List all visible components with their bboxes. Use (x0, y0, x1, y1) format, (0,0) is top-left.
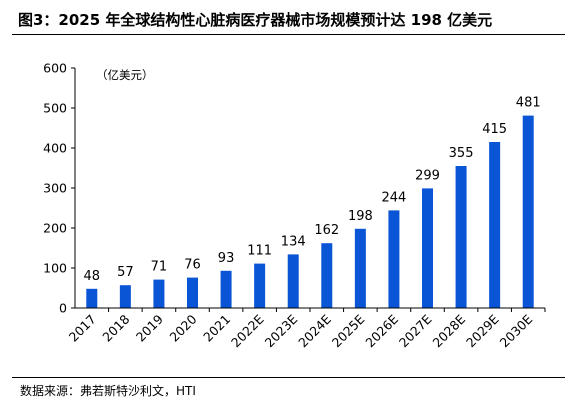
y-tick-label: 500 (43, 101, 67, 116)
y-tick-label: 600 (43, 61, 67, 76)
bar (187, 277, 198, 308)
y-tick-label: 200 (43, 221, 67, 236)
x-tick-label: 2030E (497, 311, 536, 350)
bar-value-label: 244 (382, 190, 407, 205)
x-tick-label: 2018 (99, 311, 132, 344)
bar (153, 279, 165, 308)
x-tick-label: 2027E (396, 311, 435, 350)
bar-value-label: 299 (415, 168, 440, 183)
y-tick-label: 400 (43, 141, 67, 156)
bar-value-label: 48 (84, 269, 101, 284)
x-tick-label: 2029E (463, 311, 502, 350)
bar-value-label: 76 (184, 258, 201, 273)
source-note: 数据来源：弗若斯特沙利文，HTI (20, 384, 196, 398)
bar-value-label: 162 (314, 223, 339, 238)
x-tick-label: 2022E (228, 311, 267, 350)
bar (354, 228, 366, 308)
bar (321, 243, 333, 308)
bar (119, 285, 131, 308)
footer-divider (12, 377, 565, 378)
x-tick-label: 2020 (167, 311, 200, 344)
bar (388, 210, 400, 308)
bar-value-label: 355 (449, 146, 474, 161)
bar-value-label: 134 (281, 234, 306, 249)
chart-title: 图3：2025 年全球结构性心脏病医疗器械市场规模预计达 198 亿美元 (18, 11, 493, 29)
bar (86, 288, 98, 308)
x-tick-label: 2025E (329, 311, 368, 350)
bar (489, 142, 501, 308)
x-tick-label: 2026E (362, 311, 401, 350)
x-tick-label: 2017 (66, 312, 99, 345)
bar-value-label: 93 (218, 251, 235, 266)
bar (254, 263, 266, 308)
title-divider (12, 34, 565, 35)
bar (422, 188, 433, 308)
x-tick-label: 2023E (262, 311, 301, 350)
x-axis: 2017 2018 2019 2020 20212022E2023E2024E2025E… (66, 307, 546, 350)
x-tick-label: 2024E (295, 311, 334, 350)
y-tick-label: 0 (59, 301, 67, 316)
unit-label: （亿美元） (96, 68, 154, 82)
bar (455, 166, 467, 308)
y-tick-label: 300 (43, 181, 67, 196)
bar-value-label: 415 (482, 122, 507, 137)
bar-value-label: 57 (117, 265, 134, 280)
y-tick-label: 100 (43, 261, 67, 276)
bar-value-label: 111 (247, 244, 272, 259)
bar (522, 115, 534, 308)
bars: 48 57 71 76 93 111 134 162 198 244 299 355 415 481 (84, 96, 541, 308)
x-tick-label: 2028E (430, 311, 469, 350)
bar-value-label: 71 (151, 260, 168, 275)
x-tick-label: 2019 (133, 311, 166, 344)
bar (220, 270, 232, 308)
bar-value-label: 198 (348, 209, 373, 224)
y-axis: 0 100 200 300 400 500 600 (43, 61, 76, 316)
bar-value-label: 481 (516, 96, 541, 111)
bar (287, 254, 299, 308)
